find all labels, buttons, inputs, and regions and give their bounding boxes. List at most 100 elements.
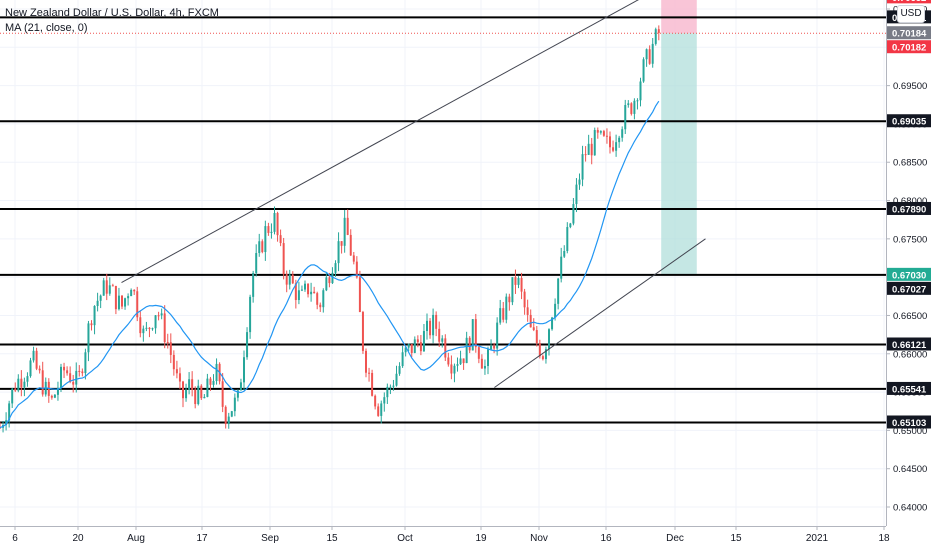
symbol-title[interactable]: New Zealand Dollar / U.S. Dollar, 4h, FX… [5, 7, 219, 19]
candle-body [252, 273, 255, 297]
time-tick-label: Aug [127, 533, 145, 544]
candle-body [502, 308, 505, 320]
candle-body [352, 255, 355, 262]
candle-body [66, 370, 69, 374]
price-label-box [887, 337, 931, 351]
candle-body [261, 241, 264, 253]
grid [0, 0, 886, 526]
candle-body [203, 396, 206, 399]
candle-body [624, 105, 627, 130]
trend-lines[interactable] [121, 0, 706, 388]
candle-body [401, 352, 404, 367]
candle-body [569, 223, 572, 228]
candle-body [114, 285, 117, 310]
candle-body [90, 323, 93, 326]
candle-body [557, 278, 560, 304]
candle-body [264, 226, 267, 253]
candle-body [581, 154, 584, 180]
indicator-legend[interactable]: MA (21, close, 0) [5, 22, 88, 34]
candle-body [111, 285, 114, 287]
time-tick-label: 16 [600, 533, 612, 544]
price-tick-label: 0.65000 [893, 426, 927, 437]
candle-body [426, 320, 428, 332]
candle-body [618, 137, 621, 143]
candle-body [157, 315, 160, 317]
trend-line[interactable] [494, 238, 706, 388]
candle-body [630, 103, 633, 114]
candle-body [447, 357, 450, 365]
candle-body [172, 354, 175, 370]
currency-button[interactable]: USD [897, 5, 925, 23]
candle-body [258, 241, 261, 254]
candle-body [499, 308, 502, 323]
candle-body [182, 381, 184, 399]
candle-body [392, 385, 395, 387]
price-label-text: 0.65103 [892, 418, 926, 429]
candle-body [108, 285, 111, 294]
time-tick-label: 19 [475, 533, 487, 544]
candle-body [99, 295, 102, 301]
price-label-text: 0.66121 [892, 340, 927, 351]
candle-body [477, 347, 480, 359]
candle-body [102, 280, 105, 296]
candle-body [487, 349, 489, 367]
candle-body [178, 373, 181, 382]
candle-body [377, 406, 380, 416]
candle-body [26, 376, 29, 382]
candle-body [462, 358, 465, 364]
candle-body [578, 179, 581, 185]
candle-body [200, 385, 203, 399]
candle-body [188, 379, 191, 390]
price-label-text: 0.67890 [892, 204, 926, 215]
candle-body [444, 338, 447, 358]
price-label-box [887, 381, 931, 395]
candle-body [590, 143, 593, 156]
candle-body [124, 298, 127, 307]
time-tick-label: 18 [878, 533, 890, 544]
candle-body [599, 131, 602, 133]
time-axis[interactable]: 6 20 Aug 17 Sep 15 Oct 19 Nov 16 Dec 15 2021 18 [0, 526, 890, 550]
price-tick-label: 0.68000 [893, 196, 927, 207]
price-label-text: 0.69035 [892, 117, 927, 128]
candle-body [121, 295, 123, 307]
candle-body [151, 328, 154, 330]
candle-body [432, 314, 435, 336]
candle-body [249, 296, 252, 333]
candle-body [587, 143, 590, 155]
candle-body [468, 337, 471, 351]
candle-body [517, 278, 520, 285]
candle-body [621, 129, 624, 138]
candle-body [334, 263, 337, 273]
candle-body [75, 370, 78, 385]
candle-body [398, 366, 401, 374]
candle-body [645, 49, 648, 60]
candle-body [69, 373, 72, 382]
candle-body [87, 323, 90, 353]
price-tick-label: 0.67500 [893, 234, 927, 245]
candle-body [435, 314, 438, 329]
candle-body [285, 274, 288, 285]
candle-body [17, 378, 20, 391]
time-tick-label: 6 [12, 533, 18, 544]
candle-body [551, 317, 554, 330]
trend-line[interactable] [121, 0, 706, 283]
candle-body [255, 253, 258, 274]
candle-body [627, 103, 630, 106]
candle-body [169, 342, 172, 355]
candle-body [197, 385, 200, 405]
candle-body [410, 344, 413, 353]
price-labels: 0.706520.703910.701840.701820.690350.678… [887, 0, 931, 429]
candle-body [60, 366, 62, 388]
candle-body [166, 342, 169, 344]
horizontal-levels[interactable] [0, 16, 886, 424]
price-tick-label: 0.68500 [893, 158, 927, 169]
candle-body [191, 379, 194, 390]
candle-body [648, 49, 651, 64]
candle-body [496, 322, 499, 349]
candle-body [471, 319, 474, 351]
price-label-text: 0.70182 [892, 43, 926, 54]
candle-body [563, 251, 566, 257]
candle-body [273, 212, 276, 232]
